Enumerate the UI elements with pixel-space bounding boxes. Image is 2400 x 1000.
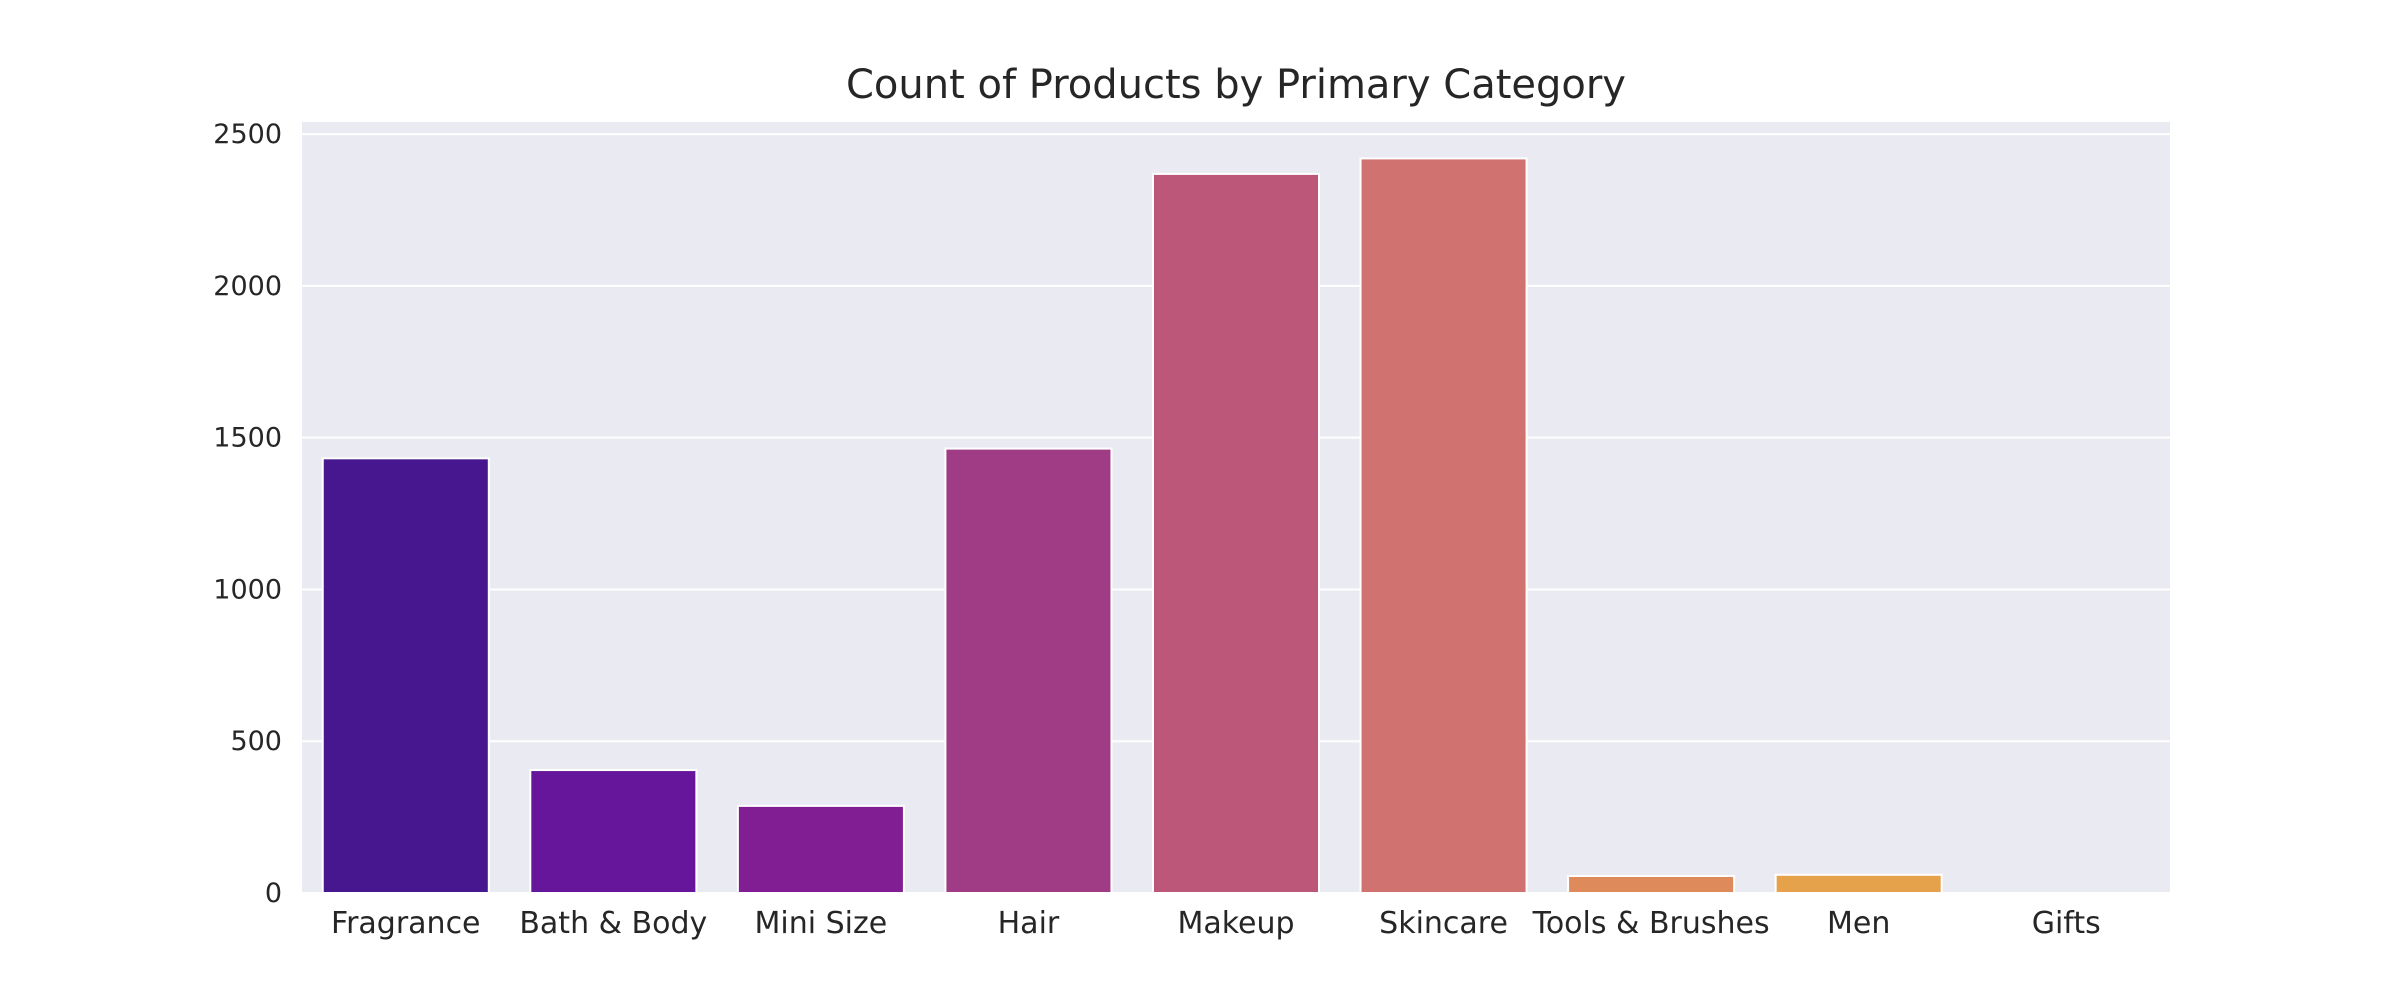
y-tick-label: 0 <box>265 878 282 909</box>
x-tick-label: Gifts <box>2032 906 2101 941</box>
x-tick-label: Tools & Brushes <box>1532 906 1770 941</box>
y-tick-label: 2000 <box>213 271 282 302</box>
x-tick-label: Mini Size <box>755 906 888 941</box>
bar-makeup <box>1151 172 1321 895</box>
bar-fragrance <box>321 457 490 894</box>
bar-hair <box>944 447 1113 894</box>
bars <box>321 157 1943 895</box>
x-tick-label: Bath & Body <box>519 906 707 941</box>
x-tick-label: Men <box>1827 906 1890 941</box>
bar-mini-size <box>736 804 905 894</box>
bar-men <box>1774 873 1943 895</box>
y-tick-label: 1000 <box>213 574 282 605</box>
x-tick-label: Skincare <box>1379 906 1508 941</box>
y-tick-label: 1500 <box>213 423 282 454</box>
bar-tools-brushes <box>1567 875 1736 895</box>
x-axis-ticks: Fragrance Bath & Body Mini Size Hair Makeup S… <box>331 906 2101 941</box>
bar-skincare <box>1359 157 1528 895</box>
x-tick-label: Fragrance <box>331 906 481 941</box>
x-tick-label: Makeup <box>1177 906 1294 941</box>
y-tick-label: 500 <box>230 726 282 757</box>
y-axis-ticks: 0 500 1000 1500 2000 2500 <box>213 119 282 909</box>
y-tick-label: 2500 <box>213 119 282 150</box>
chart-title: Count of Products by Primary Category <box>846 62 1626 108</box>
x-tick-label: Hair <box>998 906 1060 941</box>
bar-bath-body <box>529 769 698 894</box>
